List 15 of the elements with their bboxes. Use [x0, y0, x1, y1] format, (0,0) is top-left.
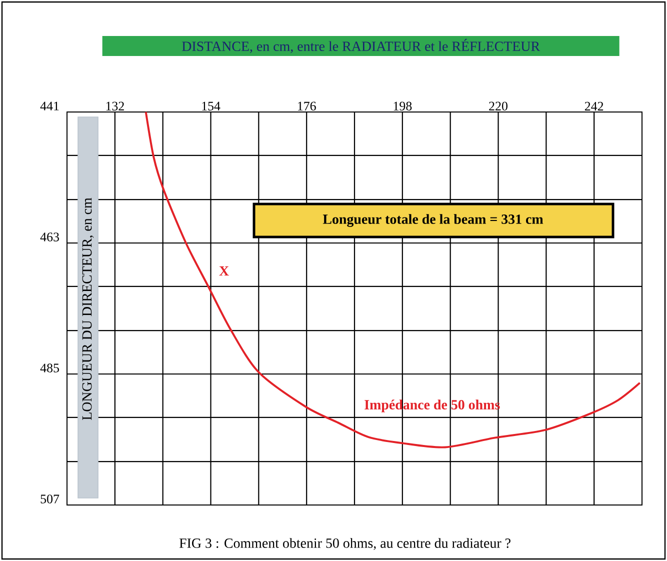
- x-tick-label: 154: [202, 102, 220, 110]
- y-axis-title: LONGUEUR DU DIRECTEUR, en cm: [82, 198, 94, 420]
- y-tick-label: 485: [40, 364, 59, 372]
- annotation: Longueur totale de la beam = 331 cm: [322, 214, 544, 227]
- caption: FIG 3 : Comment obtenir 50 ohms, au centre du radiateur ?: [179, 538, 510, 550]
- annotation: X: [219, 266, 229, 276]
- x-axis-title: DISTANCE, en cm, entre le RADIATEUR et le RÉFLECTEUR: [182, 38, 540, 54]
- x-tick-label: 198: [394, 102, 412, 110]
- x-tick-label: 242: [584, 102, 604, 110]
- y-tick-label: 441: [40, 102, 59, 110]
- x-tick-label: 176: [298, 102, 316, 110]
- x-tick-label: 220: [489, 102, 508, 110]
- x-tick-label: 132: [106, 102, 124, 110]
- y-tick-label: 463: [40, 232, 59, 242]
- y-tick-label: 507: [40, 494, 60, 504]
